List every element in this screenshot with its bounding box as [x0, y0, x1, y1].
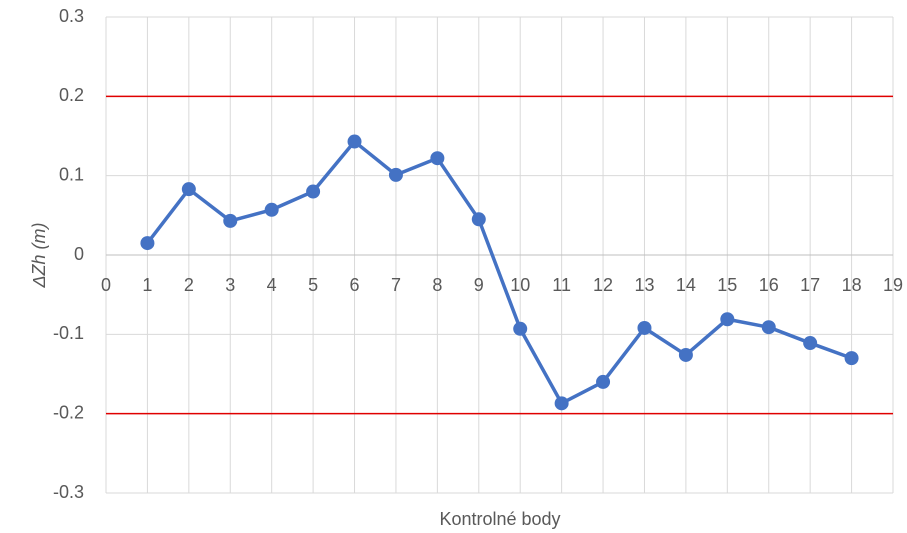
x-tick-label: 15 [717, 275, 737, 295]
y-tick-label: -0.2 [53, 402, 84, 422]
x-tick-label: 8 [432, 275, 442, 295]
x-tick-label: 9 [474, 275, 484, 295]
data-point [637, 320, 652, 335]
data-point [844, 351, 859, 366]
x-axis-label: Kontrolné body [439, 509, 560, 529]
data-point [596, 374, 611, 389]
x-tick-label: 6 [350, 275, 360, 295]
x-tick-label: 10 [510, 275, 530, 295]
data-point [306, 184, 321, 199]
data-point [140, 236, 155, 251]
data-point [513, 321, 528, 336]
x-tick-label: 3 [225, 275, 235, 295]
x-tick-label: 11 [552, 275, 571, 295]
x-tick-label: 1 [142, 275, 152, 295]
data-point [181, 182, 196, 197]
data-point [388, 167, 403, 182]
y-tick-label: 0.2 [59, 85, 84, 105]
y-tick-label: -0.1 [53, 323, 84, 343]
x-tick-label: 0 [101, 275, 111, 295]
x-tick-label: 5 [308, 275, 318, 295]
data-point [430, 151, 445, 166]
series-line [146, 139, 853, 406]
data-point [347, 134, 362, 149]
y-tick-label: 0.3 [59, 6, 84, 26]
x-tick-label: 2 [184, 275, 194, 295]
y-tick-label: 0.1 [59, 164, 84, 184]
x-tick-label: 16 [759, 275, 779, 295]
data-point [803, 336, 818, 351]
y-tick-label: 0 [74, 244, 84, 264]
x-tick-label: 7 [391, 275, 401, 295]
data-point [720, 312, 735, 327]
x-tick-label: 18 [842, 275, 862, 295]
x-tick-label: 19 [883, 275, 903, 295]
data-point [223, 213, 238, 228]
data-point [678, 347, 693, 362]
data-point [554, 396, 569, 411]
x-tick-label: 13 [634, 275, 654, 295]
x-tick-label: 17 [800, 275, 820, 295]
data-point [264, 202, 279, 217]
x-tick-label: 12 [593, 275, 613, 295]
x-tick-label: 14 [676, 275, 696, 295]
data-point [471, 212, 486, 227]
y-tick-label: -0.3 [53, 482, 84, 502]
y-axis-label: ΔZh (m) [29, 222, 49, 288]
x-tick-label: 4 [267, 275, 277, 295]
data-point [761, 320, 776, 335]
